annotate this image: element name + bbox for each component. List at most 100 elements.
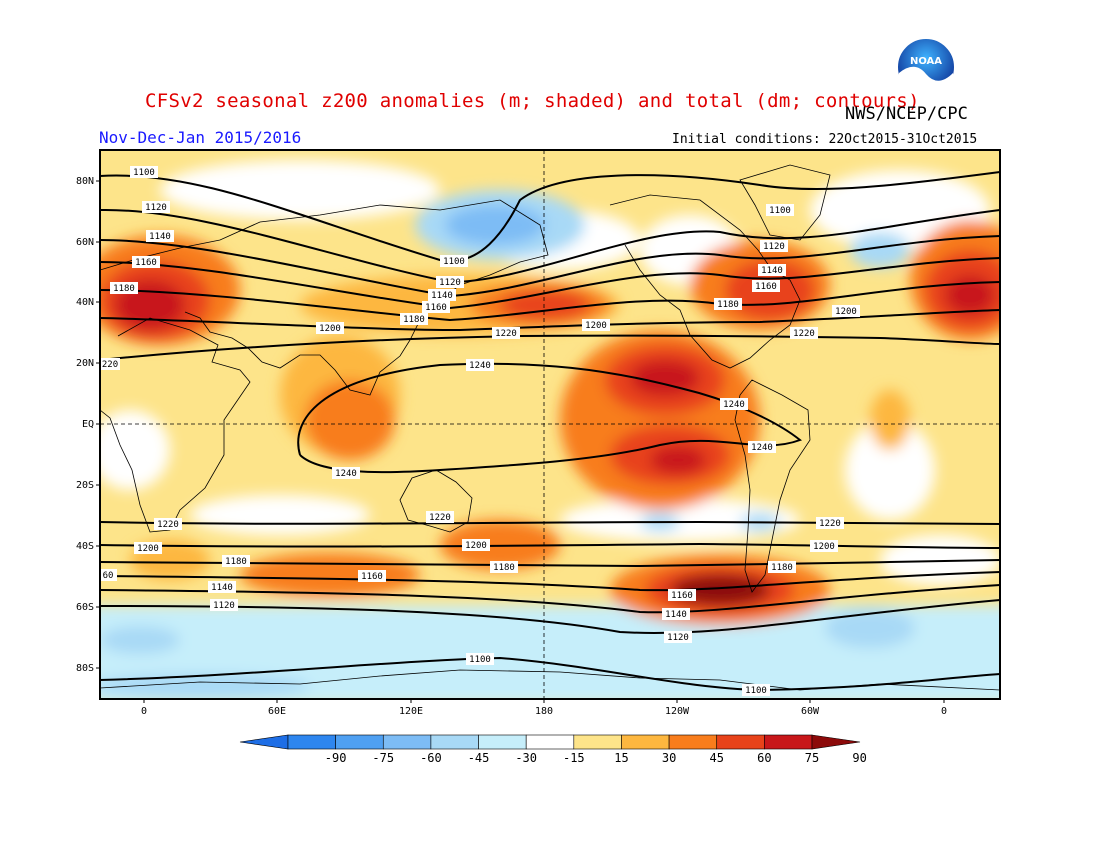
contour-label: 1220 [495, 329, 517, 339]
contour-label: 1180 [403, 315, 425, 325]
contour-label: 1220 [793, 329, 815, 339]
colorbar-swatch [478, 734, 527, 750]
contour-label: 1200 [585, 321, 607, 331]
contour-1220-sh [100, 520, 1000, 525]
latitude-labels: 80N 60N 40N 20N EQ 20S 40S 60S 80S [76, 176, 94, 674]
contour-1100-nh [100, 171, 1000, 263]
colorbar-label: 60 [757, 751, 771, 765]
contour-label: 1160 [361, 572, 383, 582]
colorbar-swatch [335, 734, 384, 750]
lon-label: 60W [801, 706, 820, 717]
colorbar-label: 45 [710, 751, 724, 765]
lat-label: 40S [76, 541, 94, 552]
contour-label: 1140 [431, 291, 453, 301]
contour-label: 1220 [157, 520, 179, 530]
colorbar-swatch [430, 734, 479, 750]
lat-label: 20N [76, 358, 94, 369]
contour-label: 1100 [769, 206, 791, 216]
colorbar-swatch [668, 734, 718, 750]
contour-label: 1160 [135, 258, 157, 268]
colorbar-label: 30 [662, 751, 676, 765]
contour-label: 1100 [133, 168, 155, 178]
contour-1240-tropics [297, 362, 803, 474]
colorbar-label: -15 [563, 751, 585, 765]
contour-label: 1220 [819, 519, 841, 529]
contour-label: 1140 [665, 610, 687, 620]
contour-label: 1120 [667, 633, 689, 643]
contour-label: 1100 [469, 655, 491, 665]
coastline-north-america [609, 194, 801, 369]
contour-label: 1200 [137, 544, 159, 554]
map-title: CFSv2 seasonal z200 anomalies (m; shaded… [145, 90, 920, 112]
contour-label: 1200 [319, 324, 341, 334]
lon-label: 120E [399, 706, 423, 717]
lat-label: 80N [76, 176, 94, 187]
lon-label: 0 [941, 706, 947, 717]
colorbar-swatch [621, 734, 670, 750]
contour-label: 220 [102, 360, 118, 370]
contour-label: 1120 [763, 242, 785, 252]
contour-1180-sh [100, 559, 1000, 568]
colorbar-label: -30 [515, 751, 537, 765]
contour-label: 1180 [717, 300, 739, 310]
lat-label: 60N [76, 237, 94, 248]
contour-1120-nh [100, 208, 1000, 284]
contour-1100-sh [100, 656, 1000, 692]
noaa-logo: NOAA [896, 37, 956, 97]
lat-label: 80S [76, 663, 94, 674]
contour-label: 1140 [211, 583, 233, 593]
contour-1140-nh [100, 235, 1000, 298]
contour-label: 1120 [439, 278, 461, 288]
contour-label: 1200 [813, 542, 835, 552]
contour-label: 1200 [465, 541, 487, 551]
coastlines [100, 164, 1000, 691]
contour-label: 1200 [835, 307, 857, 317]
lon-label: 120W [665, 706, 690, 717]
contour-label: 60 [103, 571, 114, 581]
contour-label: 1140 [149, 232, 171, 242]
colorbar-label: -45 [468, 751, 490, 765]
colorbar-max-arrow [811, 734, 861, 750]
contour-1120-sh [100, 599, 1000, 634]
contour-label: 1180 [225, 557, 247, 567]
contour-label: 1180 [113, 284, 135, 294]
contour-label: 1240 [723, 400, 745, 410]
axis-ticks [96, 180, 945, 703]
contour-1140-sh [100, 584, 1000, 614]
contour-label: 1160 [755, 282, 777, 292]
contour-label: 1240 [469, 361, 491, 371]
contour-label: 1160 [425, 303, 447, 313]
lat-label: EQ [82, 419, 94, 430]
colorbar-label: -60 [420, 751, 442, 765]
lon-label: 180 [535, 706, 553, 717]
contour-1160-nh [100, 257, 1000, 310]
contour-label: 1220 [429, 513, 451, 523]
contour-label: 1240 [335, 469, 357, 479]
coastline-greenland [739, 164, 831, 241]
colorbar-swatch [716, 734, 765, 750]
colorbar: -90 -75 -60 -45 -30 -15 15 30 45 60 75 90 [239, 734, 867, 765]
contour-label: 1120 [213, 601, 235, 611]
contour-label: 1240 [751, 443, 773, 453]
colorbar-min-arrow [239, 734, 289, 750]
colorbar-swatch [764, 734, 813, 750]
period-label: Nov-Dec-Jan 2015/2016 [99, 128, 302, 147]
colorbar-swatch [525, 734, 575, 750]
colorbar-swatch [573, 734, 622, 750]
lat-label: 20S [76, 480, 94, 491]
contour-1160-sh [100, 571, 1000, 592]
contour-label: 1120 [145, 203, 167, 213]
coastline-africa [100, 317, 251, 533]
reference-lines [100, 150, 1000, 699]
colorbar-swatch [287, 734, 336, 750]
contour-1180-nh [100, 281, 1000, 322]
contour-labels: 1100 1120 1140 1160 1180 220 1100 1120 1… [99, 166, 860, 696]
lon-label: 0 [141, 706, 147, 717]
contour-1200-sh [100, 542, 1000, 549]
longitude-labels: 0 60E 120E 180 120W 60W 0 [141, 706, 947, 717]
contour-label: 1180 [771, 563, 793, 573]
lat-label: 40N [76, 297, 94, 308]
initial-conditions-label: Initial conditions: 22Oct2015-31Oct2015 [672, 132, 978, 147]
lat-label: 60S [76, 602, 94, 613]
